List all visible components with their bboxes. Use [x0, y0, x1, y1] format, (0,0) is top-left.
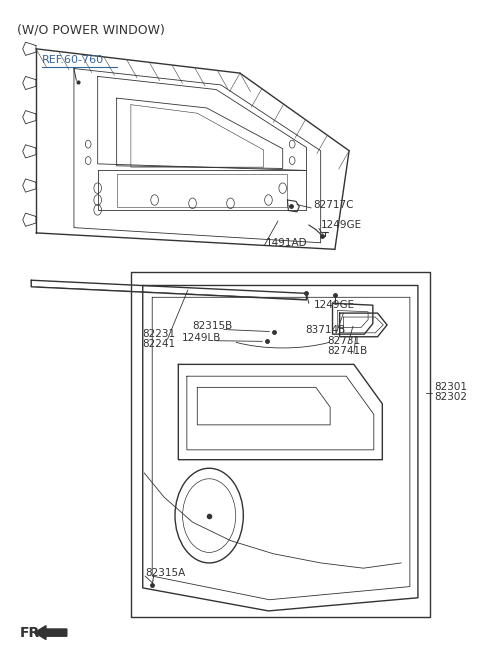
Text: 82315A: 82315A [145, 568, 185, 578]
Text: 1491AD: 1491AD [266, 238, 308, 248]
Text: 1249GE: 1249GE [313, 300, 355, 310]
Text: 83714B: 83714B [305, 325, 346, 335]
FancyArrow shape [35, 626, 67, 640]
Text: 82301: 82301 [434, 383, 468, 392]
Text: FR.: FR. [19, 626, 45, 640]
Text: 82241: 82241 [143, 339, 176, 349]
Text: 82731: 82731 [327, 335, 360, 345]
Text: 82231: 82231 [143, 329, 176, 339]
Text: 82741B: 82741B [327, 346, 367, 356]
Text: 1249LB: 1249LB [182, 333, 221, 343]
Text: (W/O POWER WINDOW): (W/O POWER WINDOW) [17, 24, 165, 37]
Text: 82717C: 82717C [313, 200, 354, 210]
Text: REF.60-760: REF.60-760 [42, 55, 104, 65]
Text: 82302: 82302 [434, 392, 468, 402]
Text: 82315B: 82315B [192, 322, 233, 332]
Text: 1249GE: 1249GE [321, 220, 362, 230]
